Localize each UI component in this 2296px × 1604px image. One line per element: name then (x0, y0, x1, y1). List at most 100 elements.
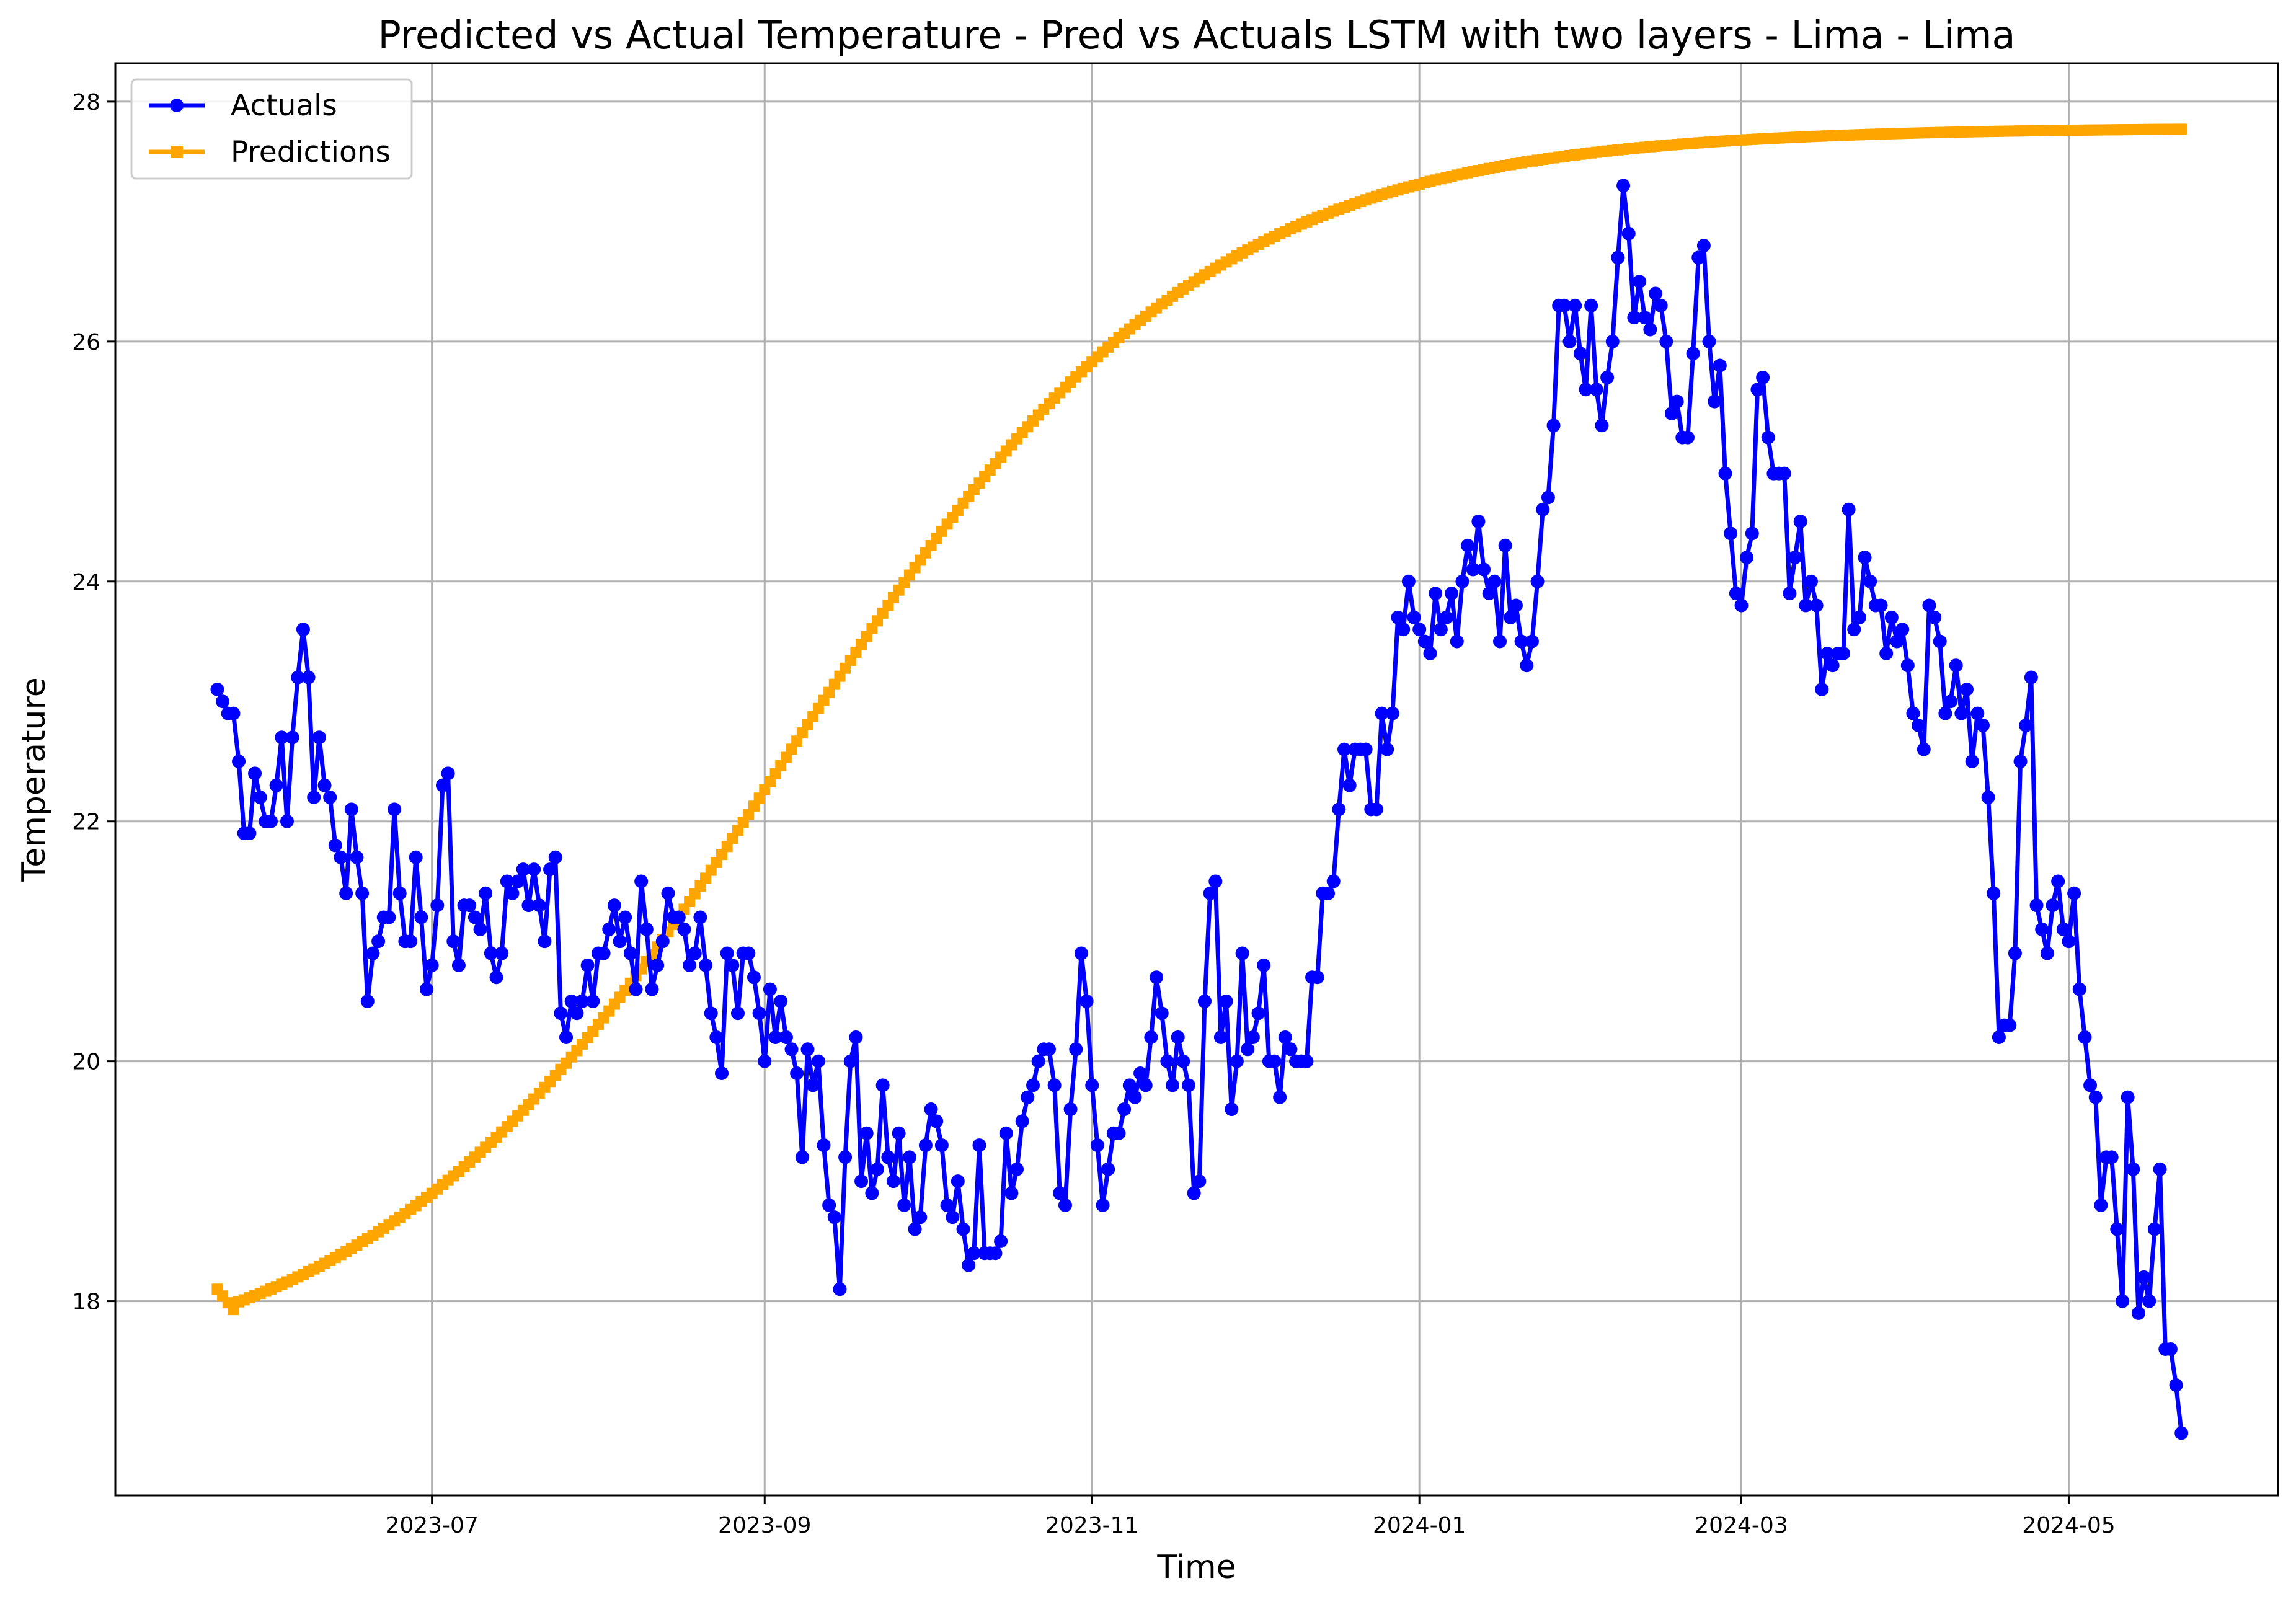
actuals-marker (806, 1078, 820, 1092)
actuals-marker (1477, 562, 1491, 577)
legend-label-actuals: Actuals (231, 89, 337, 123)
actuals-marker (1192, 1174, 1207, 1189)
actuals-marker (1112, 1126, 1126, 1140)
actuals-marker (1670, 394, 1684, 409)
actuals-marker (328, 838, 342, 853)
actuals-marker (1691, 250, 1706, 265)
actuals-marker (1429, 587, 1443, 601)
actuals-marker (1649, 286, 1663, 301)
actuals-marker (1321, 886, 1336, 900)
actuals-marker (677, 922, 691, 936)
actuals-marker (360, 994, 375, 1008)
actuals-marker (613, 934, 627, 949)
actuals-marker (2067, 886, 2081, 900)
actuals-marker (672, 910, 686, 924)
actuals-marker (371, 934, 386, 949)
actuals-marker (1530, 574, 1545, 588)
actuals-marker (956, 1222, 970, 1236)
actuals-marker (725, 958, 740, 972)
actuals-marker (1128, 1090, 1142, 1104)
actuals-marker (1874, 598, 1888, 613)
actuals-marker (2137, 1270, 2151, 1284)
actuals-marker (1241, 1042, 1255, 1057)
actuals-marker (693, 910, 707, 924)
actuals-marker (532, 898, 546, 913)
actuals-marker (1246, 1030, 1260, 1044)
actuals-marker (1101, 1162, 1115, 1176)
actuals-marker (2003, 1018, 2017, 1032)
actuals-marker (1150, 970, 1164, 985)
actuals-marker (747, 970, 761, 985)
actuals-marker (2040, 946, 2054, 960)
actuals-marker (1842, 502, 1856, 516)
actuals-marker (2116, 1294, 2130, 1308)
actuals-marker (1197, 994, 1212, 1008)
actuals-marker (2131, 1306, 2145, 1320)
actuals-marker (2062, 934, 2076, 949)
actuals-marker (2035, 922, 2049, 936)
actuals-marker (1852, 610, 1866, 624)
actuals-marker (1788, 551, 1802, 565)
actuals-marker (1605, 334, 1620, 348)
actuals-marker (1021, 1090, 1035, 1104)
actuals-marker (538, 934, 552, 949)
actuals-marker (1643, 322, 1657, 337)
actuals-marker (1004, 1186, 1019, 1200)
actuals-marker (951, 1174, 965, 1189)
y-axis-label: Temperature (16, 677, 53, 882)
actuals-marker (752, 1006, 766, 1021)
actuals-marker (1208, 874, 1223, 888)
actuals-marker (1825, 658, 1840, 673)
actuals-marker (1493, 634, 1507, 649)
actuals-marker (1471, 515, 1486, 529)
actuals-marker (1445, 587, 1459, 601)
actuals-marker (559, 1030, 574, 1044)
actuals-marker (516, 862, 530, 877)
actuals-marker (1058, 1198, 1072, 1212)
actuals-marker (940, 1198, 954, 1212)
actuals-marker (1396, 623, 1411, 637)
actuals-marker (2088, 1090, 2103, 1104)
actuals-marker (2029, 898, 2044, 913)
actuals-marker (1133, 1066, 1148, 1080)
actuals-marker (1251, 1006, 1265, 1021)
chart-title: Predicted vs Actual Temperature - Pred v… (378, 12, 2015, 58)
actuals-marker (511, 874, 525, 888)
actuals-marker (763, 982, 777, 996)
actuals-marker (2174, 1426, 2189, 1440)
actuals-marker (2126, 1162, 2140, 1176)
actuals-marker (629, 982, 643, 996)
actuals-marker (473, 922, 487, 936)
actuals-marker (463, 898, 477, 913)
actuals-marker (1085, 1078, 1099, 1092)
actuals-marker (404, 934, 418, 949)
actuals-marker (1895, 623, 1910, 637)
actuals-marker (1847, 623, 1861, 637)
actuals-marker (1144, 1030, 1158, 1044)
actuals-marker (994, 1234, 1008, 1248)
actuals-marker (1412, 623, 1427, 637)
actuals-marker (699, 958, 713, 972)
actuals-marker (1074, 946, 1088, 960)
actuals-marker (1171, 1030, 1185, 1044)
y-tick-label: 22 (72, 810, 100, 835)
actuals-marker (1734, 598, 1749, 613)
actuals-marker (1225, 1102, 1239, 1117)
actuals-marker (1777, 466, 1791, 481)
actuals-marker (1922, 598, 1936, 613)
actuals-marker (886, 1174, 900, 1189)
actuals-marker (232, 754, 246, 768)
actuals-marker (451, 958, 466, 972)
actuals-marker (1369, 802, 1383, 817)
actuals-marker (779, 1030, 793, 1044)
actuals-marker (2019, 718, 2033, 732)
actuals-marker (1933, 634, 1947, 649)
actuals-marker (623, 946, 637, 960)
actuals-marker (1504, 610, 1518, 624)
grid (115, 63, 2278, 1495)
actuals-marker (838, 1150, 853, 1164)
actuals-marker (1584, 298, 1598, 312)
actuals-marker (1203, 886, 1217, 900)
actuals-marker (784, 1042, 799, 1057)
